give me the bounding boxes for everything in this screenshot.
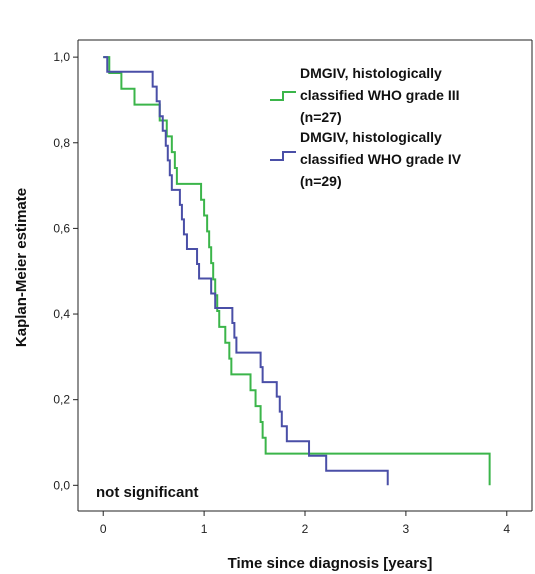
- legend-swatch-2: [270, 151, 296, 161]
- legend-label-1: classified WHO grade III: [300, 87, 460, 103]
- y-axis-title: Kaplan-Meier estimate: [13, 188, 30, 347]
- legend-label-2: classified WHO grade IV: [300, 151, 462, 167]
- legend: DMGIV, histologically classified WHO grad…: [270, 65, 462, 189]
- legend-label-1: (n=27): [300, 109, 342, 125]
- x-axis-title: Time since diagnosis [years]: [228, 555, 433, 572]
- x-tick-label: 1: [201, 522, 208, 536]
- text-layer: Time since diagnosis [years] Kaplan-Meier…: [13, 188, 432, 572]
- series-line-2: [103, 56, 389, 486]
- x-tick-label: 0: [100, 522, 107, 536]
- legend-label-2: (n=29): [300, 173, 342, 189]
- y-tick-label: 0,4: [53, 307, 70, 321]
- y-tick-label: 0,6: [53, 221, 70, 235]
- legend-label-2: DMGIV, histologically: [300, 129, 442, 145]
- significance-annotation: not significant: [96, 484, 199, 501]
- y-tick-label: 1,0: [53, 50, 70, 64]
- x-tick-label: 3: [403, 522, 410, 536]
- axes: 0 1 2 3 4 0,0 0,2 0,4 0,6 0,8 1,0: [53, 39, 533, 536]
- y-tick-label: 0,8: [53, 136, 70, 150]
- y-tick-label: 0,2: [53, 393, 70, 407]
- series-line-1: [103, 56, 491, 486]
- legend-swatch-1: [270, 91, 296, 101]
- y-tick-label: 0,0: [53, 478, 70, 492]
- x-tick-label: 4: [503, 522, 510, 536]
- series-layer: [103, 56, 491, 486]
- legend-label-1: DMGIV, histologically: [300, 65, 442, 81]
- x-tick-label: 2: [302, 522, 309, 536]
